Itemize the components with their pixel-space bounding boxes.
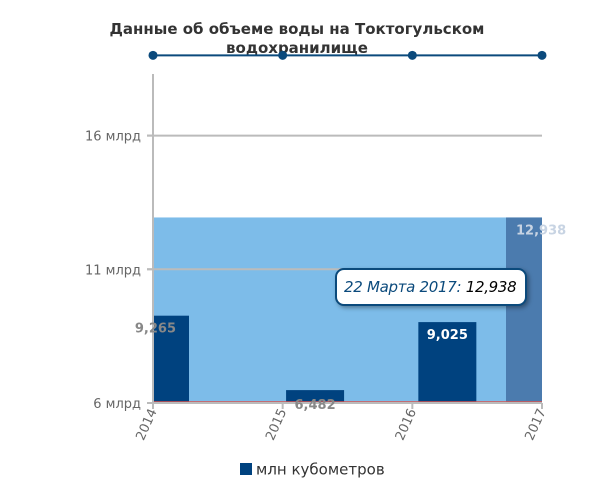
y-tick-label-16: 16 млрд	[85, 130, 141, 145]
data-label-12,938: 12,938	[516, 223, 566, 238]
data-label-9,265: 9,265	[135, 322, 176, 337]
top-line-marker-2016	[407, 50, 417, 60]
y-tick-label-11: 11 млрд	[85, 263, 141, 278]
chart-title: Данные об объеме воды на Токтогульском в…	[0, 20, 594, 58]
tooltip: 22 Марта 2017: 12,938	[335, 268, 527, 306]
bar-12,938	[506, 217, 542, 403]
x-tick-label-2015: 2015	[263, 407, 290, 443]
data-label-6,482: 6,482	[295, 398, 336, 413]
tooltip-value: 12,938	[465, 278, 517, 296]
legend-swatch	[240, 462, 252, 475]
legend[interactable]: млн кубометров	[240, 460, 385, 480]
data-label-9,025: 9,025	[427, 328, 468, 343]
highlight-band	[153, 217, 542, 403]
y-tick-label-6: 6 млрд	[93, 397, 141, 412]
bar-9,025	[418, 322, 477, 403]
tooltip-date: 22 Марта 2017:	[344, 278, 462, 296]
chart-title-line-2: водохранилище	[226, 39, 368, 57]
x-tick-label-2017: 2017	[522, 407, 549, 443]
top-line-marker-2015	[278, 50, 288, 60]
top-line-marker-2017	[537, 50, 547, 60]
legend-label: млн кубометров	[256, 460, 385, 479]
x-tick-label-2016: 2016	[393, 407, 420, 443]
bar-9,265	[153, 315, 189, 403]
top-line-marker-2014	[148, 50, 158, 60]
bar-6,482	[286, 390, 345, 403]
chart-title-line-1: Данные об объеме воды на Токтогульском	[109, 20, 485, 38]
